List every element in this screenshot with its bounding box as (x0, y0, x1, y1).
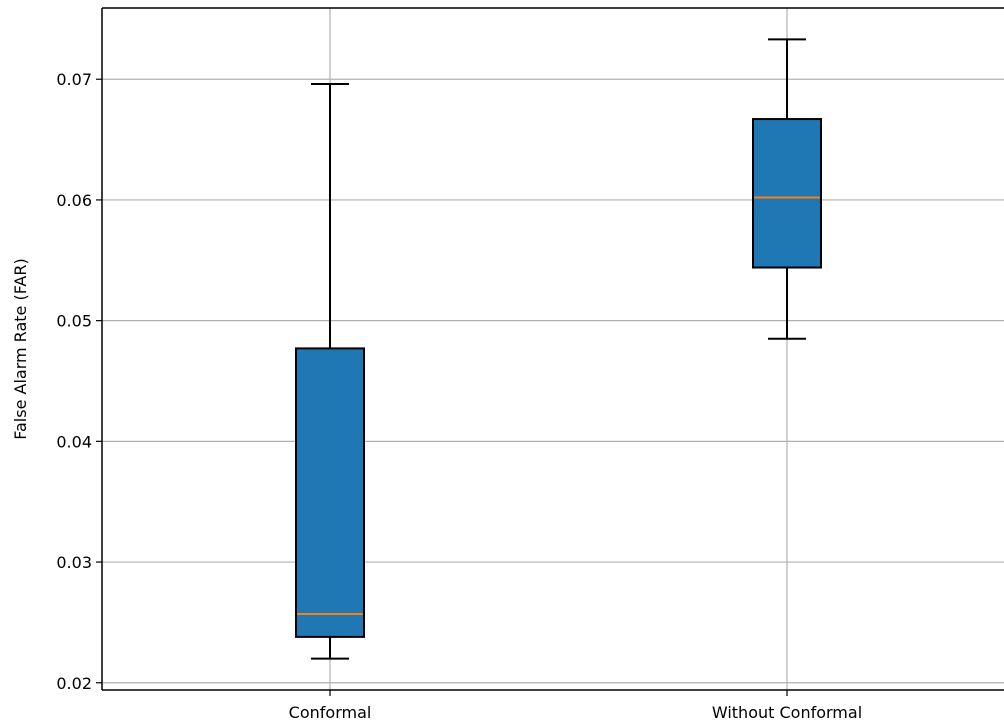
axes (101, 7, 1004, 691)
x-tick-label: Conformal (289, 703, 372, 722)
y-tick-label: 0.07 (56, 70, 92, 89)
y-tick-label: 0.06 (56, 191, 92, 210)
y-axis-label: False Alarm Rate (FAR) (11, 258, 30, 439)
tick-labels: 0.02 0.03 0.04 0.05 0.06 0.07 Conformal Without… (56, 70, 862, 722)
y-tick-label: 0.05 (56, 312, 92, 331)
x-tick-label: Without Conformal (712, 703, 862, 722)
box-2 (752, 38, 822, 340)
y-tick-label: 0.02 (56, 674, 92, 693)
box-series (295, 38, 822, 660)
iqr-box (295, 347, 365, 638)
grid-lines (102, 8, 1004, 690)
iqr-box (752, 118, 822, 269)
y-tick-label: 0.04 (56, 432, 92, 451)
box-1 (295, 83, 365, 660)
y-tick-label: 0.03 (56, 553, 92, 572)
